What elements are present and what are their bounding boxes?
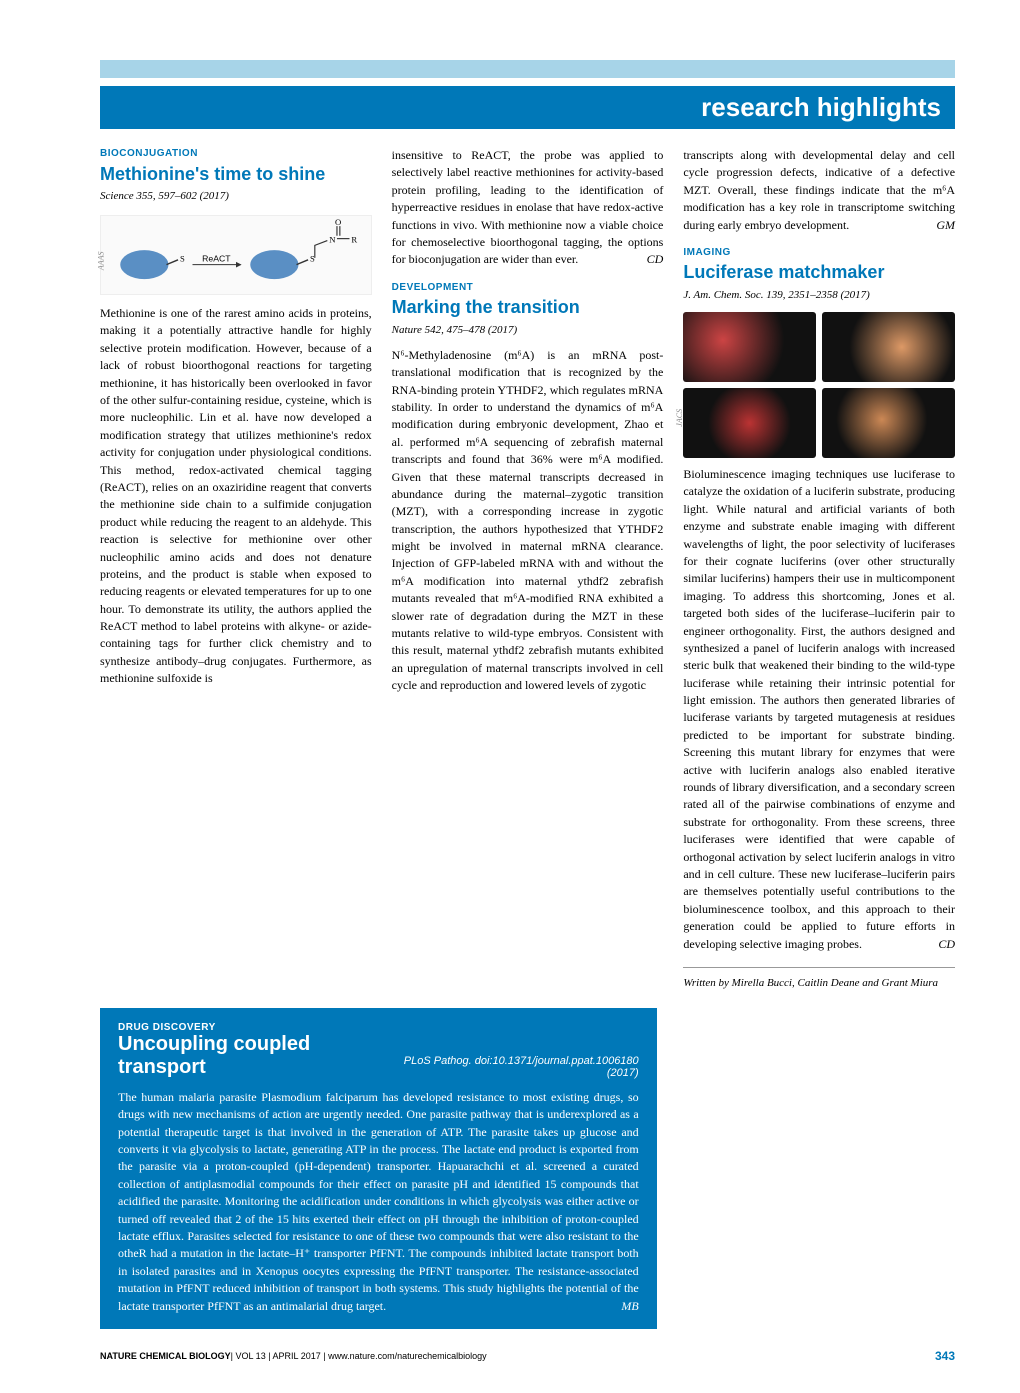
written-by: Written by Mirella Bucci, Caitlin Deane … (683, 976, 955, 992)
svg-text:N: N (329, 235, 336, 245)
article3-figure: JACS (683, 312, 955, 458)
content-columns: BIOCONJUGATION Methionine's time to shin… (100, 147, 955, 992)
section-title: research highlights (100, 86, 955, 129)
boxed-title: Uncoupling coupled transport (118, 1033, 386, 1079)
article2-author: GM (936, 217, 955, 234)
article3-category: IMAGING (683, 246, 955, 261)
article1-category: BIOCONJUGATION (100, 147, 372, 162)
divider (683, 967, 955, 968)
luciferase-image-grid (683, 312, 955, 458)
boxed-author: MB (621, 1298, 638, 1315)
page-container: research highlights © 2017 Nature Americ… (0, 0, 1020, 1393)
luciferase-img-3 (683, 388, 816, 458)
article3-body: Bioluminescence imaging techniques use l… (683, 466, 955, 953)
footer-vol: | VOL 13 | APRIL 2017 | www.nature.com/n… (231, 1351, 487, 1361)
luciferase-img-4 (822, 388, 955, 458)
article1-body-cont: insensitive to ReACT, the probe was appl… (392, 147, 664, 269)
article3-title: Luciferase matchmaker (683, 262, 955, 284)
boxed-body-text: The human malaria parasite Plasmodium fa… (118, 1090, 639, 1313)
column-right: transcripts along with developmental del… (683, 147, 955, 992)
boxed-body: The human malaria parasite Plasmodium fa… (118, 1089, 639, 1315)
figure-credit: AAAS (96, 251, 108, 270)
top-bar (100, 60, 955, 78)
article1-citation: Science 355, 597–602 (2017) (100, 189, 372, 205)
column-left: BIOCONJUGATION Methionine's time to shin… (100, 147, 372, 992)
article2-title: Marking the transition (392, 297, 664, 319)
luciferase-img-2 (822, 312, 955, 382)
figure3-credit: JACS (674, 409, 686, 427)
article3-author: CD (938, 936, 955, 953)
svg-text:O: O (335, 217, 341, 227)
svg-text:S: S (180, 254, 185, 264)
article2-body: N⁶-Methyladenosine (m⁶A) is an mRNA post… (392, 347, 664, 695)
boxed-citation: PLoS Pathog. doi:10.1371/journal.ppat.10… (386, 1055, 639, 1079)
article3-body-text: Bioluminescence imaging techniques use l… (683, 467, 955, 951)
boxed-article: DRUG DISCOVERY Uncoupling coupled transp… (100, 1008, 657, 1329)
article2-body2-text: transcripts along with developmental del… (683, 148, 955, 232)
page-footer: NATURE CHEMICAL BIOLOGY | VOL 13 | APRIL… (100, 1349, 955, 1363)
column-middle: insensitive to ReACT, the probe was appl… (392, 147, 664, 992)
article2-category: DEVELOPMENT (392, 281, 664, 296)
article1-figure: AAAS S ReACT S N (100, 215, 372, 295)
svg-text:ReACT: ReACT (202, 254, 231, 264)
article1-body: Methionine is one of the rarest amino ac… (100, 305, 372, 688)
article3-citation: J. Am. Chem. Soc. 139, 2351–2358 (2017) (683, 288, 955, 304)
luciferase-img-1 (683, 312, 816, 382)
article2-body-cont: transcripts along with developmental del… (683, 147, 955, 234)
article1-author: CD (647, 251, 664, 268)
footer-page-number: 343 (935, 1349, 955, 1363)
react-diagram: S ReACT S N R O (100, 215, 372, 295)
article1-body2-text: insensitive to ReACT, the probe was appl… (392, 148, 664, 266)
article2-citation: Nature 542, 475–478 (2017) (392, 323, 664, 339)
svg-text:R: R (351, 235, 357, 245)
article1-title: Methionine's time to shine (100, 164, 372, 186)
footer-journal: NATURE CHEMICAL BIOLOGY (100, 1351, 231, 1361)
boxed-category: DRUG DISCOVERY (118, 1022, 639, 1033)
